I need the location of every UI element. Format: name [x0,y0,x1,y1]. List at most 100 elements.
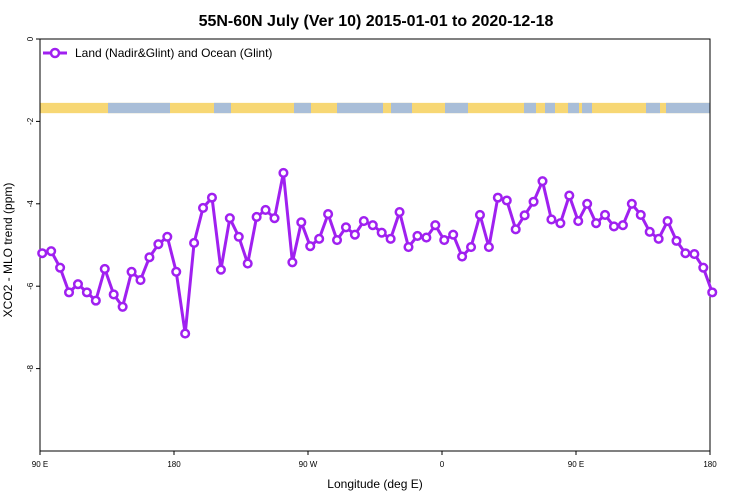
data-point [269,213,280,224]
x-tick-label: 180 [703,460,717,469]
data-point [81,287,92,298]
data-point [698,262,709,273]
data-point [394,206,405,218]
data-point [153,239,164,250]
data-point [537,176,548,187]
data-point [546,214,557,225]
data-point [635,209,646,220]
data-point [197,202,209,213]
data-point [108,289,119,300]
ocean-mask-segment [545,102,555,114]
data-point [296,217,307,228]
series-line [41,171,714,336]
data-point [403,242,414,253]
data-point [707,287,718,298]
chart-title: 55N-60N July (Ver 10) 2015-01-01 to 2020… [199,13,554,30]
data-point [599,209,611,220]
data-point [215,264,226,275]
data-point [376,227,387,238]
data-point [314,233,325,244]
y-tick-label: -2 [26,117,35,125]
data-point [278,167,289,178]
ocean-mask-segment [568,102,579,114]
data-point [233,231,244,242]
ocean-mask-segment [391,102,412,114]
data-point [287,257,298,268]
ocean-mask-segment [445,102,468,114]
data-point [483,242,494,253]
data-point [448,229,459,240]
data-point [421,232,432,243]
land-ocean-mask-strip [40,102,710,114]
data-point [72,279,84,290]
data-point [224,213,235,224]
data-point [323,209,334,220]
x-tick-label: 90 E [32,460,48,469]
ocean-mask-segment [646,102,660,114]
data-point [573,216,584,227]
data-point [90,295,101,306]
data-point [171,266,182,277]
data-point [653,233,664,244]
data-point [465,242,477,253]
y-tick-label: -8 [26,364,35,372]
data-point [582,198,593,209]
ocean-mask-segment [294,102,311,114]
data-point [644,226,655,237]
x-axis: 90 E 180 90 W 0 90 E 180 [32,451,717,469]
data-point [340,222,352,233]
legend-series-label: Land (Nadir&Glint) and Ocean (Glint) [75,46,272,60]
ocean-mask-segment [524,102,536,114]
data-point [46,246,57,257]
data-point [162,231,173,242]
x-tick-label: 180 [167,460,181,469]
data-point [412,230,423,241]
data-point [457,251,468,262]
data-point [189,237,200,248]
data-point [144,252,155,263]
x-tick-label: 90 W [299,460,318,469]
legend-marker-swatch [49,47,61,59]
data-point [626,198,637,209]
ocean-mask-segment [582,102,592,114]
ocean-mask-segment [108,102,170,114]
data-point [206,192,218,203]
ocean-mask-segment [666,102,694,114]
data-point [510,224,521,235]
data-point [519,210,530,221]
data-point [305,241,316,252]
plot-frame [39,38,711,452]
ocean-mask-segment [337,102,383,114]
data-point [117,301,128,312]
x-tick-label: 0 [440,460,445,469]
data-point [242,258,253,269]
data-point [492,192,503,203]
data-point [349,229,360,240]
data-point [55,262,66,273]
data-point [367,220,378,231]
data-point [528,196,539,207]
data-point [617,220,628,231]
data-point [331,235,343,246]
data-point [662,216,673,227]
data-point [564,190,575,201]
data-point [439,235,450,246]
series-layer [37,167,718,339]
data-point [474,209,486,220]
x-axis-label: Longitude (deg E) [327,477,422,491]
y-tick-label: -6 [26,282,35,290]
data-point [358,216,369,227]
data-point [251,211,262,223]
data-point [135,274,146,286]
data-point [671,235,682,246]
ocean-mask-segment [694,102,710,114]
data-point [430,220,441,231]
data-point [260,204,271,216]
data-point [63,287,75,298]
data-point [680,248,691,259]
data-point [689,249,700,260]
ocean-mask-segment [214,102,231,114]
data-point [99,263,110,274]
data-point [608,221,620,232]
